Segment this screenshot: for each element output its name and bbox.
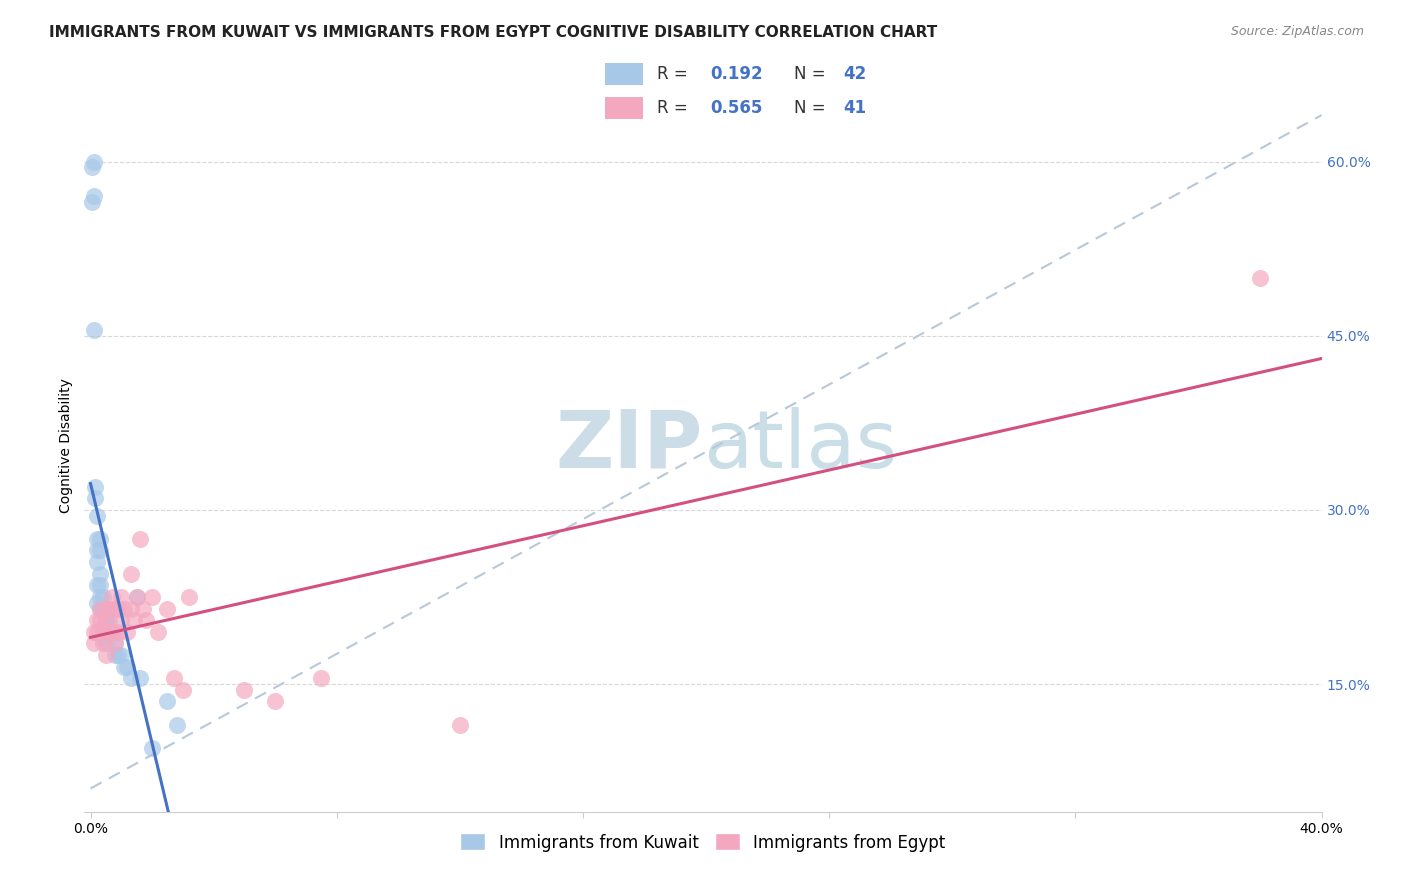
- Point: [86, 508, 108, 523]
- Text: N =: N =: [794, 99, 831, 118]
- Point: [107, 624, 129, 639]
- Point: [86, 555, 108, 569]
- Point: [98, 624, 121, 639]
- Text: N =: N =: [794, 65, 831, 83]
- Point: [107, 601, 129, 615]
- Point: [89, 566, 111, 581]
- Point: [86, 613, 108, 627]
- Point: [83, 323, 105, 337]
- Point: [86, 578, 108, 592]
- Point: [94, 601, 117, 615]
- Point: [311, 671, 333, 685]
- Point: [177, 590, 200, 604]
- Point: [141, 740, 163, 755]
- Point: [110, 590, 132, 604]
- Text: atlas: atlas: [703, 407, 897, 485]
- Point: [120, 671, 142, 685]
- Text: R =: R =: [657, 99, 693, 118]
- Point: [112, 601, 135, 615]
- Text: 42: 42: [844, 65, 868, 83]
- Point: [83, 624, 105, 639]
- Point: [132, 601, 155, 615]
- Point: [91, 590, 114, 604]
- Point: [107, 648, 129, 662]
- Point: [110, 648, 132, 662]
- Legend: Immigrants from Kuwait, Immigrants from Egypt: Immigrants from Kuwait, Immigrants from …: [454, 827, 952, 858]
- Point: [101, 624, 124, 639]
- Point: [120, 566, 142, 581]
- Point: [94, 613, 117, 627]
- Point: [94, 601, 117, 615]
- Point: [233, 682, 256, 697]
- Point: [162, 671, 184, 685]
- Point: [112, 659, 135, 673]
- Y-axis label: Cognitive Disability: Cognitive Disability: [59, 378, 73, 514]
- Point: [128, 532, 150, 546]
- Point: [91, 601, 114, 615]
- Point: [125, 590, 148, 604]
- Point: [117, 624, 139, 639]
- Point: [98, 624, 121, 639]
- Point: [89, 532, 111, 546]
- Point: [122, 613, 145, 627]
- Point: [84, 491, 107, 506]
- Point: [91, 636, 114, 650]
- Point: [449, 717, 471, 731]
- Point: [89, 613, 111, 627]
- Text: IMMIGRANTS FROM KUWAIT VS IMMIGRANTS FROM EGYPT COGNITIVE DISABILITY CORRELATION: IMMIGRANTS FROM KUWAIT VS IMMIGRANTS FRO…: [49, 25, 938, 40]
- Point: [94, 613, 117, 627]
- Point: [89, 601, 111, 615]
- Text: 0.565: 0.565: [710, 99, 762, 118]
- Point: [94, 624, 117, 639]
- Point: [80, 195, 103, 210]
- Point: [84, 480, 107, 494]
- Point: [141, 590, 163, 604]
- Point: [89, 590, 111, 604]
- Point: [156, 694, 179, 708]
- Point: [110, 613, 132, 627]
- Point: [83, 636, 105, 650]
- Point: [98, 613, 121, 627]
- Point: [89, 578, 111, 592]
- Point: [94, 648, 117, 662]
- Point: [1249, 270, 1271, 285]
- Point: [89, 601, 111, 615]
- Text: R =: R =: [657, 65, 693, 83]
- Point: [104, 636, 127, 650]
- Point: [128, 671, 150, 685]
- Point: [86, 624, 108, 639]
- FancyBboxPatch shape: [605, 63, 644, 85]
- Text: Source: ZipAtlas.com: Source: ZipAtlas.com: [1230, 25, 1364, 38]
- Point: [86, 596, 108, 610]
- Point: [120, 601, 142, 615]
- Point: [91, 631, 114, 645]
- Point: [94, 636, 117, 650]
- Point: [104, 601, 127, 615]
- Point: [135, 613, 157, 627]
- Point: [264, 694, 287, 708]
- Point: [148, 624, 170, 639]
- Text: 0.192: 0.192: [710, 65, 762, 83]
- Point: [98, 601, 121, 615]
- Point: [101, 590, 124, 604]
- Point: [104, 648, 127, 662]
- Point: [86, 532, 108, 546]
- Point: [83, 189, 105, 203]
- Point: [83, 154, 105, 169]
- Point: [80, 161, 103, 175]
- Point: [91, 624, 114, 639]
- Point: [166, 717, 188, 731]
- Point: [86, 543, 108, 558]
- FancyBboxPatch shape: [605, 97, 644, 120]
- Point: [89, 543, 111, 558]
- Point: [156, 601, 179, 615]
- Point: [172, 682, 194, 697]
- Point: [117, 659, 139, 673]
- Point: [101, 624, 124, 639]
- Text: ZIP: ZIP: [555, 407, 703, 485]
- Point: [91, 619, 114, 633]
- Point: [125, 590, 148, 604]
- Point: [104, 636, 127, 650]
- Text: 41: 41: [844, 99, 866, 118]
